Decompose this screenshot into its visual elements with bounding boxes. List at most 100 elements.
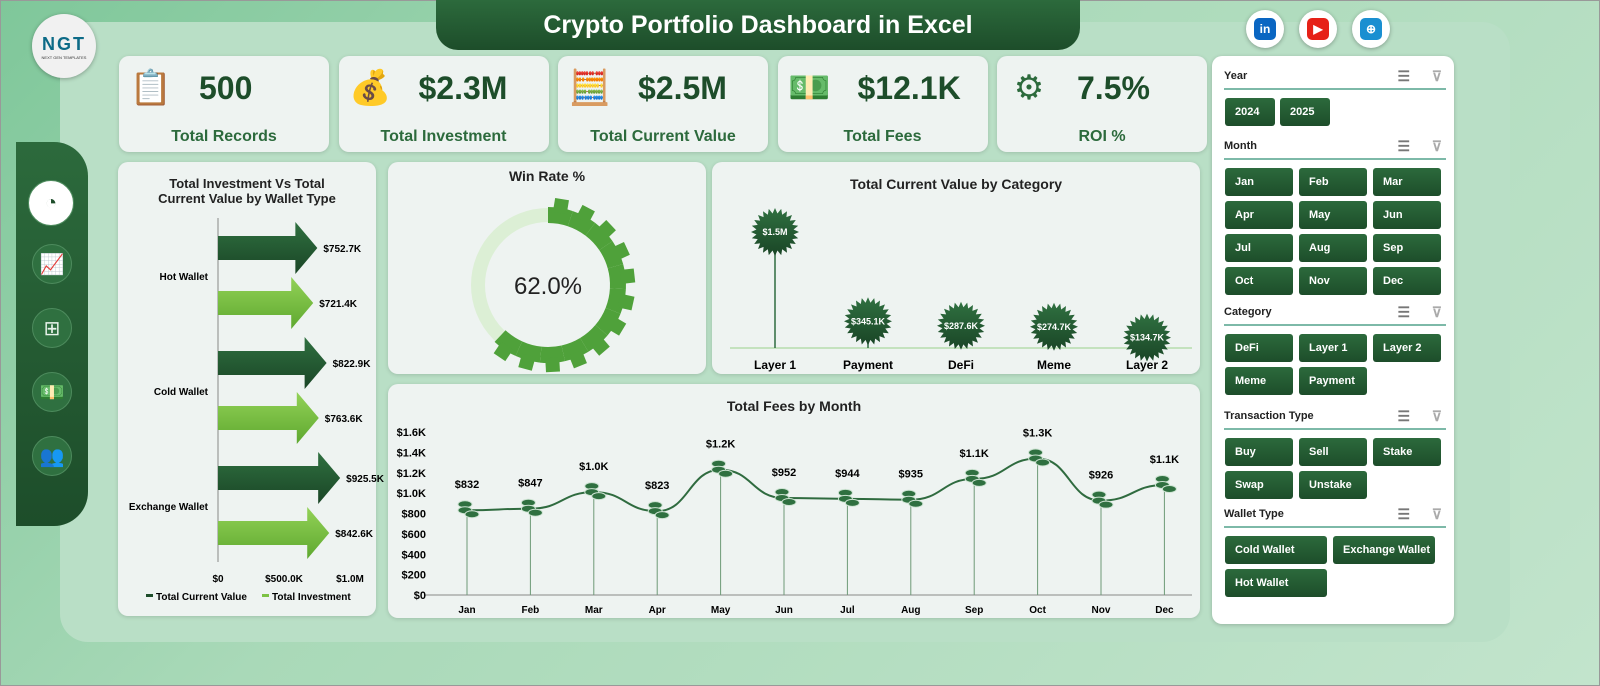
month-label: May — [711, 605, 731, 616]
gear-tooth — [619, 268, 636, 284]
clear-filter-icon[interactable]: ⊽ — [1431, 408, 1442, 424]
donut-segment — [567, 211, 596, 236]
clear-filter-icon[interactable]: ⊽ — [1431, 138, 1442, 154]
slicer-item[interactable]: Layer 1 — [1299, 334, 1367, 362]
category-label: Hot Wallet — [159, 272, 208, 283]
kpi-label: Total Current Value — [590, 128, 736, 145]
gear-tooth — [596, 220, 616, 240]
month-label: Jul — [840, 605, 855, 616]
legend-swatch — [146, 594, 153, 597]
month-label: Jun — [775, 605, 793, 616]
slicer-header: Transaction Type ☰ ⊽ — [1224, 408, 1446, 430]
kpi-value: $2.5M — [638, 70, 727, 106]
multi-select-icon[interactable]: ☰ — [1397, 506, 1410, 522]
kpi-label: Total Records — [171, 128, 277, 145]
slicer-item[interactable]: Mar — [1373, 168, 1441, 196]
data-label: $847 — [518, 478, 542, 490]
globe-icon: ⊕ — [1360, 18, 1382, 40]
win-rate-card: Win Rate % — [388, 162, 706, 374]
slicer-item[interactable]: Exchange Wallet — [1333, 536, 1435, 564]
multi-select-icon[interactable]: ☰ — [1397, 304, 1410, 320]
slicer-item[interactable]: Payment — [1299, 367, 1367, 395]
slicer-item[interactable]: Oct — [1225, 267, 1293, 295]
youtube-icon: ▶ — [1307, 18, 1329, 40]
slicer-header: Year ☰ ⊽ — [1224, 68, 1446, 90]
slicer-item[interactable]: 2024 — [1225, 98, 1275, 126]
kpi-card: 🧮 $2.5M Total Current Value — [558, 56, 768, 152]
kpi-value: $2.3M — [418, 70, 508, 106]
chart-title: Win Rate % — [508, 168, 586, 184]
slicer-item[interactable]: Layer 2 — [1373, 334, 1441, 362]
clear-filter-icon[interactable]: ⊽ — [1431, 68, 1442, 84]
slicer-item[interactable]: Hot Wallet — [1225, 569, 1327, 597]
cash-icon: 💵 — [39, 381, 65, 404]
multi-select-icon[interactable]: ☰ — [1397, 68, 1410, 84]
slicer-item[interactable]: Aug — [1299, 234, 1367, 262]
data-label: $1.2K — [706, 439, 735, 451]
slicer-item[interactable]: Stake — [1373, 438, 1441, 466]
coin-marker — [1035, 458, 1051, 467]
slicer-item[interactable]: 2025 — [1280, 98, 1330, 126]
slicer-item[interactable]: Feb — [1299, 168, 1367, 196]
legend-label: Total Current Value — [156, 592, 247, 603]
gear-tooth — [590, 335, 610, 356]
nav-hierarchy-button[interactable]: ⊞ — [32, 308, 72, 348]
clear-filter-icon[interactable]: ⊽ — [1431, 304, 1442, 320]
data-label: $1.1K — [1150, 454, 1179, 466]
slicer-item[interactable]: Apr — [1225, 201, 1293, 229]
data-label: $752.7K — [323, 244, 362, 255]
chart-title: Total Current Value by Category — [849, 176, 1063, 192]
slicer-item[interactable]: Meme — [1225, 367, 1293, 395]
month-label: Jan — [458, 605, 475, 616]
slicer-item[interactable]: DeFi — [1225, 334, 1293, 362]
coin-marker — [464, 510, 480, 519]
nav-users-button[interactable]: 👥 — [32, 436, 72, 476]
slicer-item[interactable]: Jun — [1373, 201, 1441, 229]
kpi-value: 7.5% — [1077, 70, 1150, 106]
slicer-item[interactable]: Dec — [1373, 267, 1441, 295]
slicer-item[interactable]: May — [1299, 201, 1367, 229]
slicer-item[interactable]: Sell — [1299, 438, 1367, 466]
data-label: $832 — [455, 479, 479, 491]
donut-segment — [580, 325, 608, 352]
slicer-item[interactable]: Nov — [1299, 267, 1367, 295]
legend-swatch — [262, 594, 269, 597]
youtube-link[interactable]: ▶ — [1299, 10, 1337, 48]
logo-subtext: NEXT GEN TEMPLATES — [41, 55, 87, 60]
nav-cash-button[interactable]: 💵 — [32, 372, 72, 412]
coin-marker — [844, 498, 860, 507]
donut-segment — [595, 307, 621, 336]
globe-link[interactable]: ⊕ — [1352, 10, 1390, 48]
coin-marker — [527, 508, 543, 517]
tick-label: $0 — [212, 574, 224, 585]
data-label: $944 — [835, 468, 860, 480]
nav-line-chart-button[interactable]: 📈 — [32, 244, 72, 284]
nav-presentation-button[interactable]: ◔ — [28, 180, 74, 226]
clear-filter-icon[interactable]: ⊽ — [1431, 506, 1442, 522]
coin-marker — [718, 469, 734, 478]
win-rate-value: 62.0% — [514, 273, 582, 300]
kpi-card: ⚙ 7.5% ROI % — [997, 56, 1207, 152]
category-label: Cold Wallet — [154, 387, 209, 398]
kpi-label: ROI % — [1078, 128, 1126, 145]
data-label: $287.6K — [944, 321, 979, 331]
category-label: DeFi — [948, 358, 974, 372]
calculator-icon: 🧮 — [568, 69, 612, 107]
multi-select-icon[interactable]: ☰ — [1397, 138, 1410, 154]
month-label: Oct — [1029, 605, 1046, 616]
chart-title: Total Investment Vs Total Current Value … — [158, 176, 336, 206]
linkedin-link[interactable]: in — [1246, 10, 1284, 48]
slicer-item[interactable]: Jan — [1225, 168, 1293, 196]
slicer-item[interactable]: Buy — [1225, 438, 1293, 466]
slicer-item[interactable]: Jul — [1225, 234, 1293, 262]
slicer-title: Year — [1224, 70, 1248, 82]
slicer-item[interactable]: Swap — [1225, 471, 1293, 499]
slicer-item[interactable]: Sep — [1373, 234, 1441, 262]
bar-arrow — [218, 392, 319, 444]
slicer-item[interactable]: Cold Wallet — [1225, 536, 1327, 564]
kpi-label: Total Investment — [380, 128, 507, 145]
slicer-item[interactable]: Unstake — [1299, 471, 1367, 499]
multi-select-icon[interactable]: ☰ — [1397, 408, 1410, 424]
tick-label: $0 — [414, 590, 426, 602]
data-label: $822.9K — [333, 359, 372, 370]
